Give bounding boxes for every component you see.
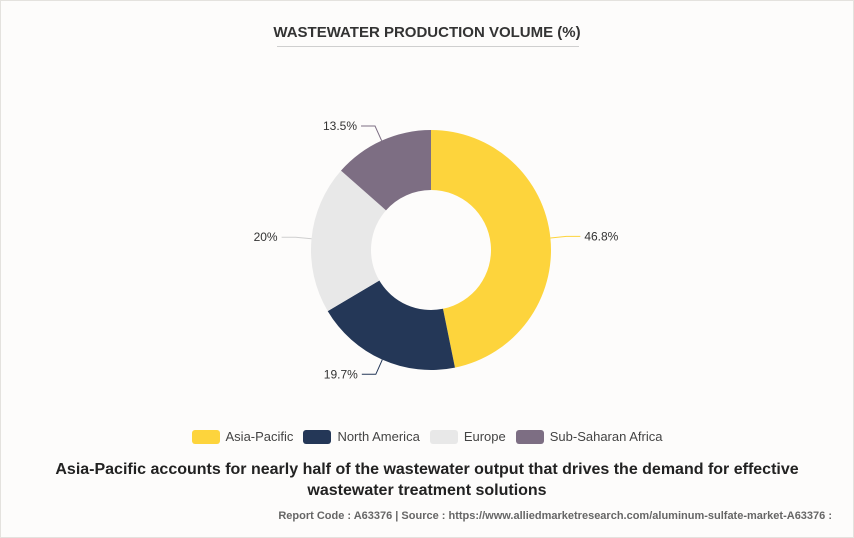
data-label: 20% <box>254 230 278 244</box>
chart-caption: Asia-Pacific accounts for nearly half of… <box>55 461 799 499</box>
legend-label: Asia-Pacific <box>225 429 294 444</box>
legend-item[interactable]: Sub-Saharan Africa <box>515 429 663 444</box>
data-label: 13.5% <box>323 119 357 133</box>
leader-line <box>550 235 581 239</box>
chart-title: WASTEWATER PRODUCTION VOLUME (%) <box>273 24 581 41</box>
slice-sub-saharan-africa[interactable] <box>340 130 431 211</box>
donut-chart: 46.8% 19.7% 20% 13.5% <box>254 119 619 381</box>
data-label: 46.8% <box>584 229 618 243</box>
chart-legend: Asia-Pacific North America Europe Sub-Sahar… <box>0 429 854 444</box>
data-label: 19.7% <box>324 367 358 381</box>
legend-swatch <box>429 429 458 444</box>
legend-swatch <box>515 429 544 444</box>
legend-label: Europe <box>463 429 506 444</box>
legend-swatch <box>191 429 220 444</box>
source-note: Report Code : A63376 | Source : https://… <box>278 510 832 522</box>
legend-label: North America <box>337 429 420 444</box>
leader-line <box>281 236 312 240</box>
legend-item[interactable]: North America <box>303 429 420 444</box>
legend-item[interactable]: Asia-Pacific <box>191 429 294 444</box>
legend-label: Sub-Saharan Africa <box>549 429 663 444</box>
leader-line <box>361 125 383 141</box>
leader-line <box>361 359 383 375</box>
slice-asia-pacific[interactable] <box>431 130 552 368</box>
legend-swatch <box>303 429 332 444</box>
title-underline <box>277 46 579 47</box>
slice-europe[interactable] <box>311 170 386 312</box>
legend-item[interactable]: Europe <box>429 429 506 444</box>
slice-north-america[interactable] <box>327 280 455 370</box>
